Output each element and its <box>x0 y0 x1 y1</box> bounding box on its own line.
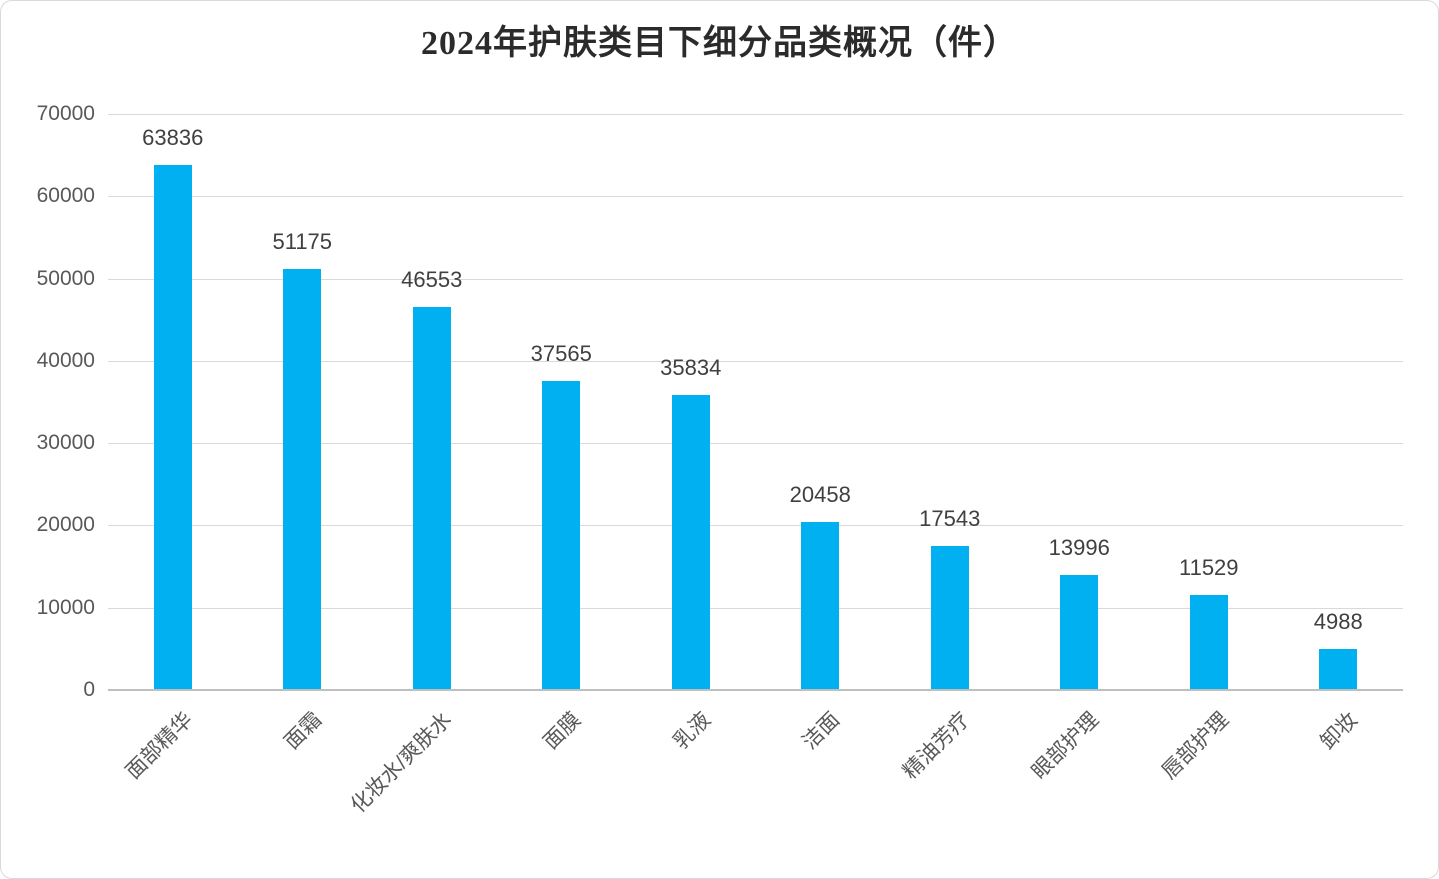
y-tick-label: 60000 <box>36 184 95 208</box>
category-label: 洁面 <box>798 708 845 754</box>
bar-group: 20458 洁面 <box>756 114 886 754</box>
plot-area: 63836 面部精华 51175 面霜 46553 化妆水/爽肤水 37565 面膜 35834… <box>108 114 1404 817</box>
bar-value-label: 13996 <box>1048 534 1110 560</box>
gridline <box>108 196 1403 198</box>
category-label: 唇部护理 <box>1157 708 1234 784</box>
bar-value-label: 4988 <box>1313 608 1363 634</box>
bar-value-label: 17543 <box>919 505 981 531</box>
bar <box>930 545 969 690</box>
y-tick-label: 50000 <box>36 266 95 290</box>
bar <box>153 164 192 690</box>
bar-value-label: 35834 <box>660 355 722 381</box>
category-label: 化妆水/爽肤水 <box>346 708 457 818</box>
y-tick-label: 70000 <box>36 102 95 125</box>
chart-title: 2024年护肤类目下细分品类概况（件） <box>421 25 1018 62</box>
bar-group: 46553 化妆水/爽肤水 <box>347 114 497 817</box>
bar-group: 17543 精油芳疗 <box>885 114 1015 784</box>
x-axis-line <box>108 689 1403 691</box>
y-axis: 0 10000 20000 30000 40000 50000 60000 70000 <box>1 103 95 701</box>
bar <box>283 268 322 690</box>
bar <box>412 306 451 690</box>
y-tick-label: 0 <box>83 678 95 701</box>
bar <box>801 521 840 690</box>
bar-group: 4988 卸妆 <box>1274 114 1404 753</box>
y-tick-label: 40000 <box>36 348 95 372</box>
bar-group: 37565 面膜 <box>497 114 627 754</box>
bar-value-label: 20458 <box>789 481 851 507</box>
bar-group: 51175 面霜 <box>238 114 368 754</box>
bar <box>1060 574 1099 690</box>
bar-value-label: 11529 <box>1178 555 1239 581</box>
bar-group: 35834 乳液 <box>626 114 756 754</box>
bar-value-label: 63836 <box>142 124 204 150</box>
bar <box>1319 648 1358 690</box>
y-tick-label: 20000 <box>36 513 95 537</box>
category-label: 面膜 <box>539 708 586 754</box>
gridline <box>108 525 1403 527</box>
y-tick-label: 10000 <box>36 595 95 619</box>
bar-value-label: 51175 <box>272 228 333 254</box>
y-tick-label: 30000 <box>36 431 95 455</box>
bar <box>542 380 581 690</box>
bar-value-label: 37565 <box>530 340 592 366</box>
gridline <box>108 443 1403 445</box>
gridline <box>108 278 1403 280</box>
bar-group: 11529 唇部护理 <box>1144 114 1274 784</box>
category-label: 面部精华 <box>121 708 198 784</box>
bar <box>671 395 710 690</box>
gridline <box>108 607 1403 609</box>
bar-group: 63836 面部精华 <box>108 114 238 783</box>
category-label: 乳液 <box>669 708 716 754</box>
bar-value-label: 46553 <box>401 266 463 292</box>
category-label: 面霜 <box>280 708 327 754</box>
gridline <box>108 360 1403 362</box>
category-label: 卸妆 <box>1316 708 1363 754</box>
category-label: 精油芳疗 <box>898 708 975 784</box>
bar <box>1189 595 1228 690</box>
gridline <box>108 114 1403 115</box>
category-label: 眼部护理 <box>1027 708 1104 784</box>
bars-row: 63836 面部精华 51175 面霜 46553 化妆水/爽肤水 37565 面膜 35834… <box>108 114 1404 817</box>
bar-group: 13996 眼部护理 <box>1015 114 1145 783</box>
